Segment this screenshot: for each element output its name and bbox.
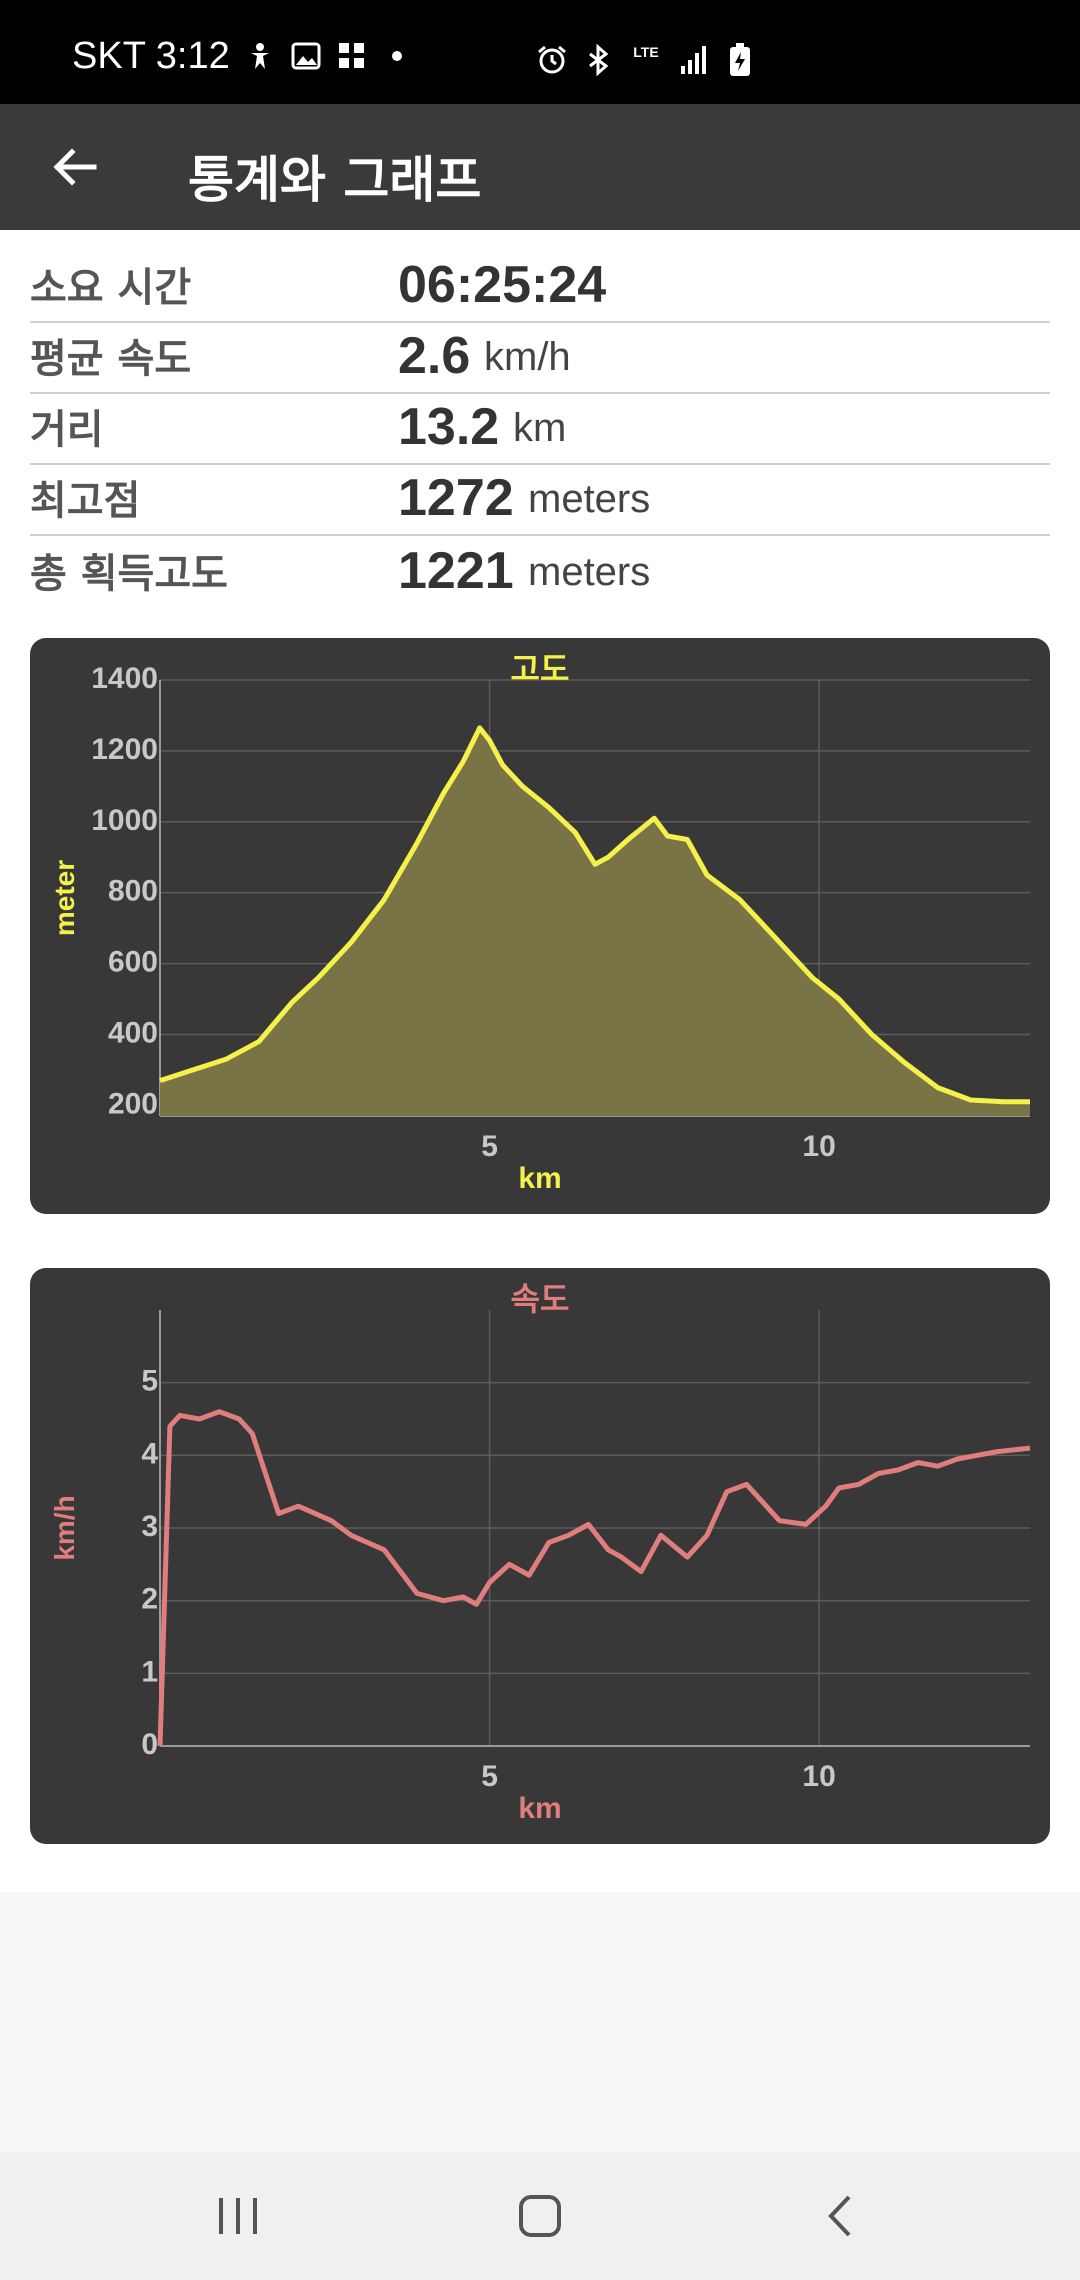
y-axis-label: meter bbox=[49, 860, 80, 936]
stat-unit: km/h bbox=[484, 335, 571, 379]
back-button[interactable] bbox=[40, 132, 110, 202]
home-button[interactable] bbox=[495, 2176, 585, 2256]
series-line bbox=[157, 1409, 1031, 1747]
y-tick-label: 5 bbox=[141, 1365, 158, 1398]
y-tick-label: 600 bbox=[108, 946, 158, 979]
arrow-left-icon bbox=[53, 148, 97, 186]
y-tick-label: 1400 bbox=[91, 662, 158, 695]
stat-row: 거리 13.2 km bbox=[30, 394, 1050, 465]
content-area: 소요 시간 06:25:24 평균 속도 2.6 km/h 거리 13.2 km 최고점 1272… bbox=[0, 230, 1080, 1892]
y-tick-label: 1000 bbox=[91, 804, 158, 837]
x-axis-label: km bbox=[518, 1792, 561, 1825]
page-title: 통계와 그래프 bbox=[188, 151, 482, 209]
stat-row: 총 획득고도 1221 meters bbox=[30, 536, 1050, 607]
stat-value: 13.2 bbox=[398, 398, 500, 456]
stat-label: 거리 bbox=[30, 407, 104, 453]
navigation-bar bbox=[0, 2152, 1080, 2280]
stats-list: 소요 시간 06:25:24 평균 속도 2.6 km/h 거리 13.2 km 최고점 1272… bbox=[30, 252, 1050, 607]
stat-value: 1221 bbox=[398, 542, 514, 600]
y-tick-label: 0 bbox=[141, 1728, 158, 1761]
stat-value: 06:25:24 bbox=[398, 256, 607, 314]
recent-apps-icon bbox=[219, 2198, 257, 2234]
y-tick-label: 1 bbox=[141, 1655, 158, 1688]
alarm-icon bbox=[536, 44, 568, 76]
status-bar: SKT 3:12 LTE bbox=[0, 0, 1080, 104]
stat-label: 평균 속도 bbox=[30, 336, 192, 382]
app-bar: 통계와 그래프 bbox=[0, 104, 1080, 230]
chart-title: 속도 bbox=[511, 1280, 570, 1318]
stat-label: 소요 시간 bbox=[30, 265, 192, 311]
y-axis-label: km/h bbox=[49, 1495, 80, 1560]
y-tick-label: 200 bbox=[108, 1087, 158, 1120]
x-tick-label: 10 bbox=[802, 1130, 835, 1163]
y-tick-label: 800 bbox=[108, 875, 158, 908]
series-line bbox=[159, 725, 1030, 1105]
y-tick-label: 1200 bbox=[91, 733, 158, 766]
altitude-chart: 200 400 600 800 1000 1200 1400 5 10 고도 km meter bbox=[49, 650, 1030, 1195]
recent-apps-button[interactable] bbox=[193, 2176, 283, 2256]
stat-unit: km bbox=[513, 406, 567, 450]
dot-icon bbox=[391, 51, 402, 61]
x-tick-label: 5 bbox=[481, 1130, 498, 1163]
stat-value: 2.6 bbox=[398, 327, 471, 385]
lte-icon: LTE bbox=[633, 44, 659, 60]
apps-grid-icon bbox=[336, 40, 368, 72]
altitude-chart-card: 200 400 600 800 1000 1200 1400 5 10 고도 km meter bbox=[30, 638, 1050, 1214]
stat-row: 소요 시간 06:25:24 bbox=[30, 252, 1050, 323]
carrier-time: SKT 3:12 bbox=[72, 34, 230, 77]
y-tick-label: 2 bbox=[141, 1583, 158, 1616]
stat-label: 최고점 bbox=[30, 478, 141, 524]
area-fill bbox=[160, 727, 1030, 1116]
x-axis-label: km bbox=[518, 1162, 561, 1195]
stat-unit: meters bbox=[528, 550, 651, 594]
y-tick-label: 3 bbox=[141, 1510, 158, 1543]
nav-back-button[interactable] bbox=[797, 2176, 887, 2256]
stat-value: 1272 bbox=[398, 469, 514, 527]
x-tick-label: 5 bbox=[481, 1760, 498, 1793]
stat-row: 평균 속도 2.6 km/h bbox=[30, 323, 1050, 394]
signal-icon bbox=[678, 44, 710, 76]
gallery-icon bbox=[290, 40, 322, 72]
nav-back-icon bbox=[828, 2195, 851, 2237]
speed-chart: 0 1 2 3 4 5 5 10 속도 km km/h bbox=[49, 1280, 1031, 1825]
y-tick-label: 4 bbox=[141, 1437, 158, 1470]
stat-unit: meters bbox=[528, 477, 651, 521]
y-tick-label: 400 bbox=[108, 1016, 158, 1049]
bluetooth-icon bbox=[582, 44, 614, 76]
x-tick-label: 10 bbox=[802, 1760, 835, 1793]
battery-charging-icon bbox=[724, 43, 756, 76]
speed-chart-card: 0 1 2 3 4 5 5 10 속도 km km/h bbox=[30, 1268, 1050, 1844]
home-icon bbox=[519, 2195, 561, 2237]
stat-row: 최고점 1272 meters bbox=[30, 465, 1050, 536]
stat-label: 총 획득고도 bbox=[30, 551, 228, 597]
chart-title: 고도 bbox=[511, 650, 570, 688]
accessibility-icon bbox=[244, 40, 276, 72]
